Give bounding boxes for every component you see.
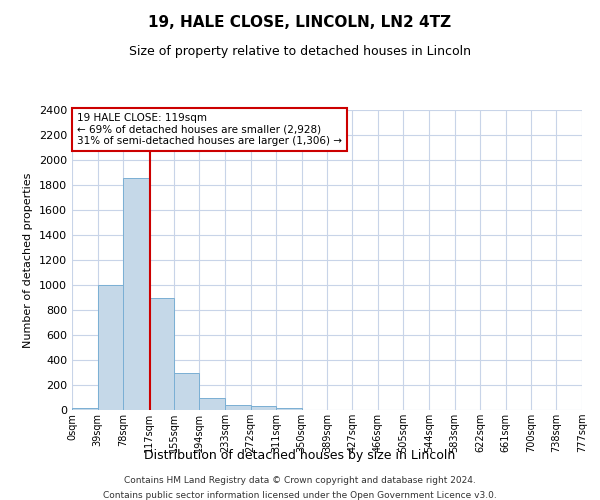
- Text: Contains HM Land Registry data © Crown copyright and database right 2024.: Contains HM Land Registry data © Crown c…: [124, 476, 476, 485]
- Bar: [174, 372, 199, 410]
- Bar: [123, 178, 149, 410]
- Text: 19 HALE CLOSE: 119sqm
← 69% of detached houses are smaller (2,928)
31% of semi-d: 19 HALE CLOSE: 119sqm ← 69% of detached …: [77, 113, 342, 146]
- Y-axis label: Number of detached properties: Number of detached properties: [23, 172, 34, 348]
- Bar: [225, 405, 251, 410]
- Bar: [251, 406, 276, 410]
- Bar: [98, 285, 123, 410]
- Bar: [72, 408, 98, 410]
- Bar: [149, 298, 174, 410]
- Text: Size of property relative to detached houses in Lincoln: Size of property relative to detached ho…: [129, 45, 471, 58]
- Text: Contains public sector information licensed under the Open Government Licence v3: Contains public sector information licen…: [103, 491, 497, 500]
- Text: Distribution of detached houses by size in Lincoln: Distribution of detached houses by size …: [145, 448, 455, 462]
- Bar: [199, 398, 225, 410]
- Text: 19, HALE CLOSE, LINCOLN, LN2 4TZ: 19, HALE CLOSE, LINCOLN, LN2 4TZ: [148, 15, 452, 30]
- Bar: [276, 408, 302, 410]
